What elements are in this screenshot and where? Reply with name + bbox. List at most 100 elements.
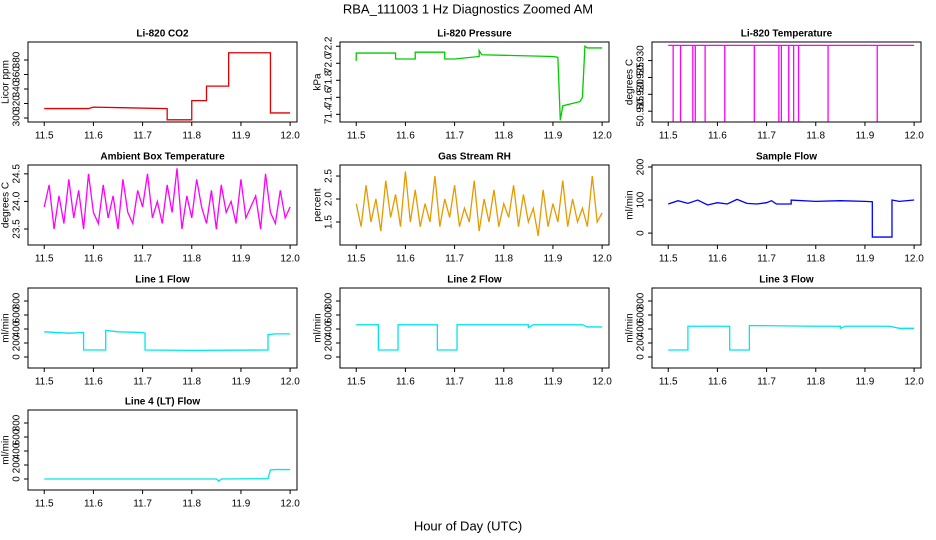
plot-box bbox=[651, 41, 922, 123]
x-tick-label: 11.7 bbox=[445, 377, 464, 388]
y-tick-label: 800 bbox=[636, 292, 647, 309]
y-tick-label: 600 bbox=[636, 306, 647, 323]
x-tick-label: 11.6 bbox=[708, 131, 727, 142]
y-tick-label: 380 bbox=[12, 51, 23, 68]
data-line bbox=[355, 171, 603, 236]
y-tick-label: 0 bbox=[324, 354, 335, 360]
y-tick-label: 0 bbox=[12, 476, 23, 482]
plot-box bbox=[651, 164, 922, 246]
y-tick-label: 200 bbox=[636, 158, 647, 175]
x-tick-label: 11.8 bbox=[494, 377, 513, 388]
panel-title: Ambient Box Temperature bbox=[100, 152, 225, 163]
x-tick-label: 11.5 bbox=[35, 499, 54, 510]
y-tick-label: 72.2 bbox=[324, 36, 335, 56]
plot-box bbox=[27, 287, 298, 369]
panel-title: Line 3 Flow bbox=[759, 275, 814, 286]
y-tick-label: 360 bbox=[12, 66, 23, 83]
x-tick-label: 11.5 bbox=[347, 131, 366, 142]
y-tick-label: 50.930 bbox=[636, 45, 647, 76]
data-line bbox=[355, 45, 603, 121]
data-line bbox=[44, 52, 291, 121]
plot-box bbox=[27, 164, 298, 246]
x-tick-label: 11.7 bbox=[445, 254, 464, 265]
y-axis-label: ml/min bbox=[1, 435, 12, 464]
panel-title: Line 1 Flow bbox=[135, 275, 190, 286]
panel-title: Li-820 CO2 bbox=[136, 29, 189, 40]
y-tick-label: 0 bbox=[636, 354, 647, 360]
x-tick-label: 11.9 bbox=[232, 377, 251, 388]
y-tick-label: 400 bbox=[12, 442, 23, 459]
plot-box bbox=[339, 287, 610, 369]
plot-box bbox=[339, 41, 610, 123]
y-tick-label: 400 bbox=[12, 320, 23, 337]
x-tick-label: 11.5 bbox=[659, 131, 678, 142]
x-tick-label: 11.7 bbox=[757, 377, 776, 388]
x-tick-label: 11.7 bbox=[133, 131, 152, 142]
x-tick-label: 11.9 bbox=[544, 131, 563, 142]
data-line bbox=[668, 44, 915, 122]
x-tick-label: 11.8 bbox=[806, 254, 825, 265]
y-tick-label: 200 bbox=[12, 456, 23, 473]
y-tick-label: 400 bbox=[324, 320, 335, 337]
y-tick-label: 800 bbox=[12, 292, 23, 309]
y-tick-label: 24.5 bbox=[12, 164, 23, 184]
x-tick-label: 11.7 bbox=[757, 131, 776, 142]
x-tick-label: 11.6 bbox=[708, 254, 727, 265]
x-tick-label: 11.9 bbox=[856, 377, 875, 388]
y-tick-label: 2.0 bbox=[324, 192, 335, 206]
y-tick-label: 320 bbox=[12, 95, 23, 112]
x-tick-label: 11.9 bbox=[856, 254, 875, 265]
x-tick-label: 12.0 bbox=[592, 254, 612, 265]
y-tick-label: 24.0 bbox=[12, 191, 23, 211]
y-tick-label: 400 bbox=[636, 320, 647, 337]
y-tick-label: 0 bbox=[636, 230, 647, 236]
y-tick-label: 71.4 bbox=[324, 104, 335, 124]
x-axis-label: Hour of Day (UTC) bbox=[414, 518, 522, 533]
y-tick-label: 200 bbox=[324, 334, 335, 351]
y-tick-label: 300 bbox=[12, 109, 23, 126]
x-tick-label: 11.9 bbox=[232, 499, 251, 510]
x-tick-label: 11.8 bbox=[182, 131, 201, 142]
x-tick-label: 11.6 bbox=[396, 254, 415, 265]
x-tick-label: 11.6 bbox=[84, 499, 103, 510]
panel-title: Sample Flow bbox=[756, 152, 817, 163]
y-tick-label: 800 bbox=[12, 414, 23, 431]
x-tick-label: 11.9 bbox=[544, 377, 563, 388]
x-tick-label: 11.7 bbox=[133, 499, 152, 510]
y-tick-label: 800 bbox=[324, 292, 335, 309]
plot-box bbox=[651, 287, 922, 369]
x-tick-label: 12.0 bbox=[280, 377, 300, 388]
y-tick-label: 71.8 bbox=[324, 70, 335, 90]
x-tick-label: 11.9 bbox=[232, 254, 251, 265]
x-tick-label: 11.6 bbox=[396, 131, 415, 142]
data-line bbox=[356, 324, 603, 351]
y-tick-label: 71.6 bbox=[324, 87, 335, 107]
x-tick-label: 11.9 bbox=[232, 131, 251, 142]
x-tick-label: 11.8 bbox=[806, 377, 825, 388]
plot-box bbox=[27, 409, 298, 491]
y-tick-label: 600 bbox=[12, 306, 23, 323]
y-tick-label: 1.5 bbox=[324, 215, 335, 229]
x-tick-label: 12.0 bbox=[280, 131, 300, 142]
panel-title: Li-820 Temperature bbox=[741, 29, 833, 40]
page-title: RBA_111003 1 Hz Diagnostics Zoomed AM bbox=[343, 1, 593, 16]
x-tick-label: 11.6 bbox=[708, 377, 727, 388]
x-tick-label: 12.0 bbox=[592, 377, 612, 388]
y-tick-label: 23.5 bbox=[12, 219, 23, 239]
y-tick-label: 0 bbox=[12, 354, 23, 360]
y-tick-label: 100 bbox=[636, 191, 647, 208]
y-tick-label: 340 bbox=[12, 80, 23, 97]
x-tick-label: 12.0 bbox=[280, 254, 300, 265]
x-tick-label: 11.7 bbox=[757, 254, 776, 265]
x-tick-label: 11.5 bbox=[35, 131, 54, 142]
y-tick-label: 50.920 bbox=[636, 79, 647, 110]
x-tick-label: 11.6 bbox=[84, 131, 103, 142]
y-axis-label: Licor ppm bbox=[1, 60, 12, 104]
x-tick-label: 11.8 bbox=[494, 131, 513, 142]
data-line bbox=[44, 329, 291, 352]
x-tick-label: 11.8 bbox=[806, 131, 825, 142]
y-tick-label: 50.915 bbox=[636, 95, 647, 126]
y-tick-label: 72.0 bbox=[324, 53, 335, 73]
y-tick-label: 50.925 bbox=[636, 62, 647, 93]
x-tick-label: 11.8 bbox=[182, 254, 201, 265]
